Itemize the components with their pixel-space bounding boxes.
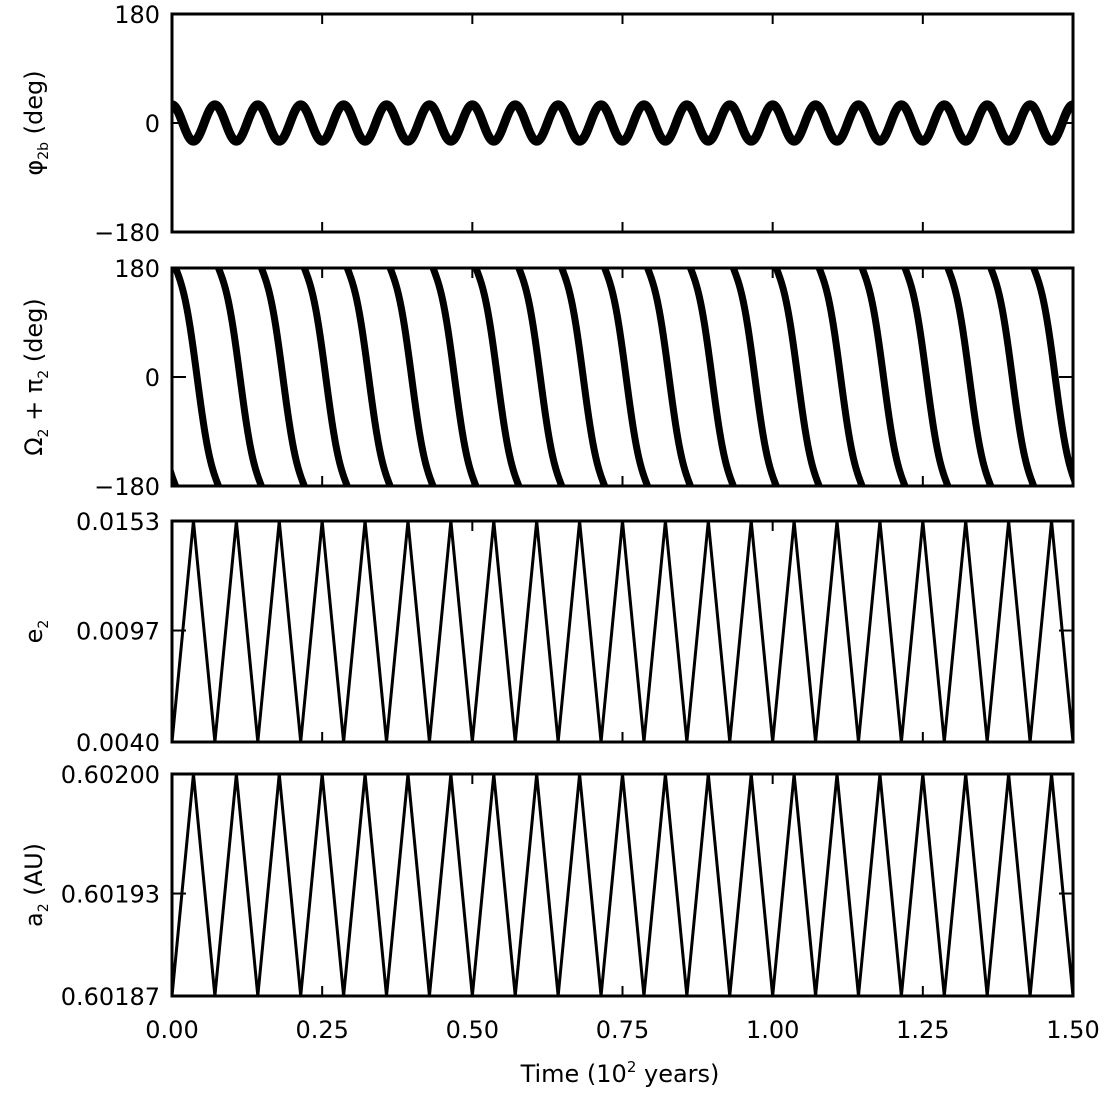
y-tick-label: 0.60193 <box>61 881 160 909</box>
y-tick-label: 0 <box>145 110 160 138</box>
y-axis-label-phi: φ2b (deg) <box>20 70 52 175</box>
series-line-a2 <box>172 774 1073 996</box>
x-tick-label: 0.00 <box>145 1016 198 1044</box>
y-axis-label-e2: e2 <box>20 620 52 644</box>
x-tick-label: 1.25 <box>896 1016 949 1044</box>
y-tick-label: −180 <box>94 473 160 501</box>
y-tick-label: 0.0097 <box>76 618 160 646</box>
y-tick-label: 0.60187 <box>61 983 160 1011</box>
y-tick-label: 0.60200 <box>61 761 160 789</box>
series-line-e2 <box>172 521 1073 742</box>
y-axis-label-a2: a2 (AU) <box>20 843 52 927</box>
panel-a2: 0.60200 0.60193 0.60187 a2 (AU) <box>20 761 1075 1011</box>
x-axis: 0.00 0.25 0.50 0.75 1.00 1.25 1.50 Time (102 y… <box>145 1016 1099 1088</box>
x-tick-label: 1.50 <box>1046 1016 1099 1044</box>
y-axis-label-omega_pi: Ω2 + π2 (deg) <box>20 298 52 456</box>
series-line-phi <box>172 100 1073 146</box>
y-tick-label: −180 <box>94 219 160 247</box>
x-tick-label: 0.50 <box>446 1016 499 1044</box>
y-tick-label: 180 <box>114 255 160 283</box>
y-tick-label: 180 <box>114 1 160 29</box>
x-tick-label: 0.25 <box>295 1016 348 1044</box>
y-tick-label: 0.0040 <box>76 729 160 757</box>
x-tick-label: 1.00 <box>746 1016 799 1044</box>
x-axis-label: Time (102 years) <box>520 1058 720 1088</box>
panels: 180 0 −180 φ2b (deg) 180 0 −180 Ω2 + π2 (deg) 0.… <box>20 1 1075 1011</box>
panel-omega_pi: 180 0 −180 Ω2 + π2 (deg) <box>20 255 1075 501</box>
panel-frame <box>170 519 1075 744</box>
x-tick-label: 0.75 <box>596 1016 649 1044</box>
panel-phi: 180 0 −180 φ2b (deg) <box>20 1 1075 247</box>
panel-e2: 0.0153 0.0097 0.0040 e2 <box>20 508 1075 757</box>
series-line-omega_pi <box>172 268 1073 486</box>
panel-frame <box>170 772 1075 998</box>
y-tick-label: 0.0153 <box>76 508 160 536</box>
y-tick-label: 0 <box>145 364 160 392</box>
x-tick-labels: 0.00 0.25 0.50 0.75 1.00 1.25 1.50 <box>145 1016 1099 1044</box>
